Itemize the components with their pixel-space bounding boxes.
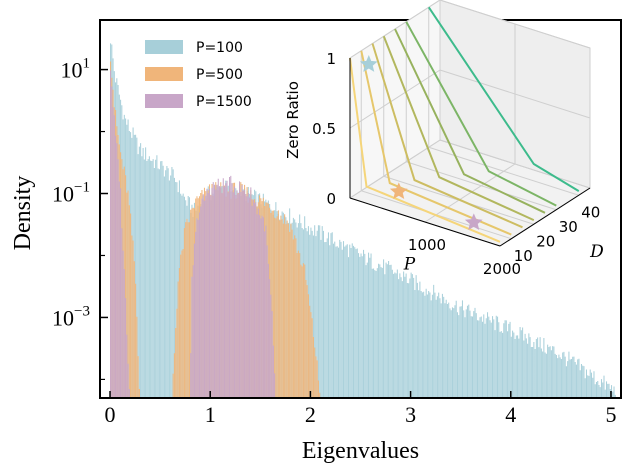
- inset-line-d-25: [394, 28, 546, 214]
- inset-p-axis-title: P: [403, 255, 416, 275]
- legend-swatch: [145, 40, 183, 54]
- legend-swatch: [145, 67, 183, 81]
- inset-star-marker: [389, 182, 408, 200]
- inset-p-axis-line: [349, 197, 501, 247]
- x-axis-title: Eigenvalues: [302, 438, 419, 464]
- legend-swatch: [145, 94, 183, 108]
- x-tick-label: 4: [505, 402, 516, 427]
- x-tick-label: 3: [405, 402, 416, 427]
- inset-d-tick-label: 40: [581, 203, 600, 221]
- inset-grid-z-left: [349, 139, 441, 199]
- inset-line-d-5: [349, 57, 501, 243]
- legend-label: P=500: [196, 67, 243, 83]
- inset-d-axis-title: D: [589, 242, 604, 262]
- inset-line-d-10: [360, 50, 512, 236]
- inset-d-axis-line: [499, 187, 591, 247]
- y-tick-label: 10−1: [52, 180, 90, 207]
- inset-z-tick-label: 1: [326, 50, 336, 68]
- inset-line-d-20: [382, 35, 535, 222]
- plot-frame: [99, 19, 622, 399]
- histogram-bars-p-500: [110, 61, 321, 398]
- x-tick-label: 0: [105, 402, 116, 427]
- inset-line-d-15: [371, 43, 523, 229]
- inset-star-marker: [464, 213, 483, 231]
- legend-label: P=100: [196, 40, 243, 56]
- x-tick-label: 5: [605, 402, 616, 427]
- main-histogram-chart: 0 1 2 3 4 510110−110−3EigenvaluesDensityP=100…: [10, 19, 622, 464]
- series-p-500: [110, 61, 321, 398]
- inset-z-tick-label: 0.5: [312, 120, 336, 138]
- inset-z-axis-title: Zero Ratio: [284, 81, 302, 159]
- x-tick-label: 1: [205, 402, 216, 427]
- inset-grid-d-floor: [428, 146, 579, 196]
- inset-p-tick-label: 1000: [408, 236, 446, 254]
- inset-d-tick-label: 10: [514, 247, 533, 265]
- x-tick-label: 2: [305, 402, 316, 427]
- y-axis-title: Density: [10, 176, 36, 251]
- inset-d-tick-label: 20: [536, 232, 555, 250]
- inset-grid-p-floor: [424, 163, 516, 223]
- histogram-bars-p-1500: [110, 70, 276, 398]
- legend: P=100 P=500 P=1500: [145, 40, 252, 110]
- legend-label: P=1500: [196, 94, 252, 110]
- y-tick-label: 101: [61, 56, 91, 83]
- inset-d-tick-label: 30: [559, 218, 578, 236]
- inset-line-d-40: [427, 6, 580, 192]
- inset-line-d-30: [405, 21, 557, 207]
- inset-p-tick-label: 2000: [483, 260, 521, 278]
- inset-grid-z-left: [349, 69, 441, 129]
- series-p-1500: [110, 70, 276, 398]
- inset-star-marker: [359, 55, 378, 72]
- inset-z-tick-label: 0: [326, 190, 336, 208]
- y-tick-label: 10−3: [52, 303, 90, 330]
- inset-grid-d-floor: [406, 161, 557, 211]
